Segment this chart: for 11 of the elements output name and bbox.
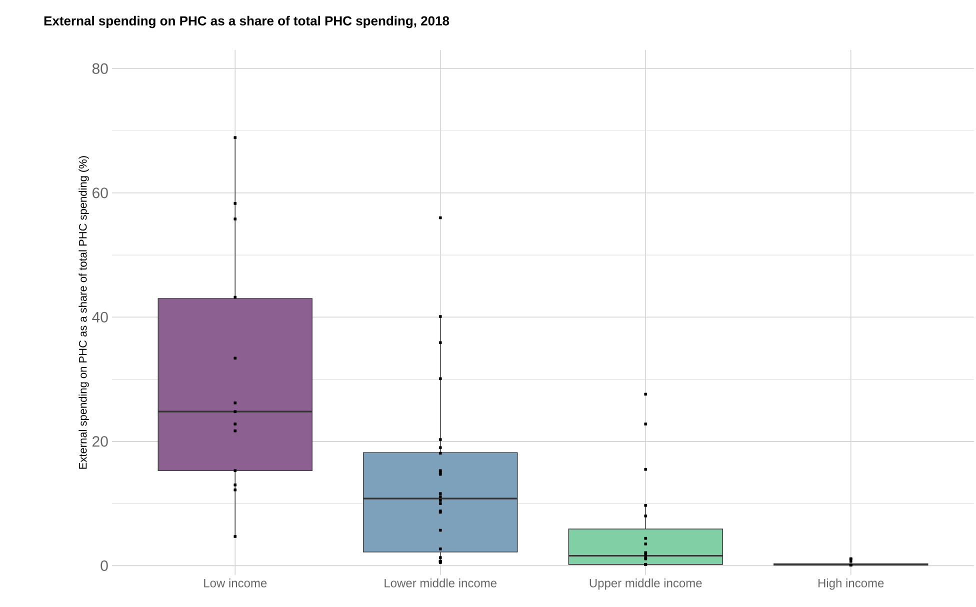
x-tick-label: Upper middle income [590,578,702,590]
y-tick-label: 80 [92,63,108,74]
x-tick-label: High income [818,578,884,590]
x-tick-label: Lower middle income [384,578,497,588]
y-tick-label: 0 [100,560,108,571]
y-tick-label: 20 [92,436,108,447]
y-axis-title: External spending on PHC as a share of total PHC spending (%) [78,156,89,469]
chart-title: External spending on PHC as a share of total PHC spending, 2018 [44,16,450,28]
y-tick-label: 60 [92,188,108,198]
y-tick-label: 40 [92,312,108,322]
x-tick-label: Low income [204,578,267,588]
